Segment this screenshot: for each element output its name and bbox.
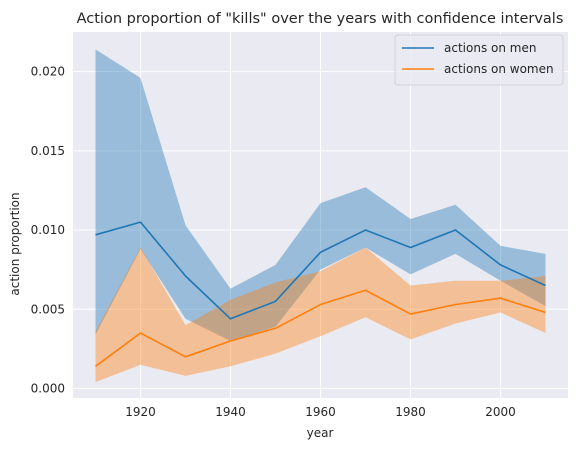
series-lines bbox=[95, 221, 546, 367]
x-tick-label-1940: 1940 bbox=[215, 405, 246, 419]
grid bbox=[73, 32, 568, 398]
x-tick-label-1920: 1920 bbox=[125, 405, 156, 419]
x-tick-label-2000: 2000 bbox=[485, 405, 516, 419]
y-tick-label-0: 0.000 bbox=[31, 381, 65, 395]
y-axis-ticks: 0.000 0.005 0.010 0.015 0.020 bbox=[31, 65, 65, 396]
legend: actions on men actions on women bbox=[394, 34, 564, 86]
x-tick-label-1980: 1980 bbox=[395, 405, 426, 419]
x-tick-label-1960: 1960 bbox=[305, 405, 336, 419]
y-axis-label: action proportion bbox=[8, 192, 22, 295]
y-tick-label-4: 0.020 bbox=[31, 65, 65, 79]
y-tick-label-2: 0.010 bbox=[31, 223, 65, 237]
legend-label-men: actions on men bbox=[444, 41, 536, 55]
legend-label-women: actions on women bbox=[444, 62, 554, 76]
y-tick-label-1: 0.005 bbox=[31, 302, 65, 316]
chart-title: Action proportion of "kills" over the ye… bbox=[77, 11, 564, 27]
x-axis-label: year bbox=[307, 426, 334, 440]
x-axis-ticks: 1920 1940 1960 1980 2000 bbox=[125, 405, 516, 419]
confidence-band-0 bbox=[95, 49, 546, 341]
y-tick-label-3: 0.015 bbox=[31, 144, 65, 158]
legend-box bbox=[394, 34, 564, 86]
